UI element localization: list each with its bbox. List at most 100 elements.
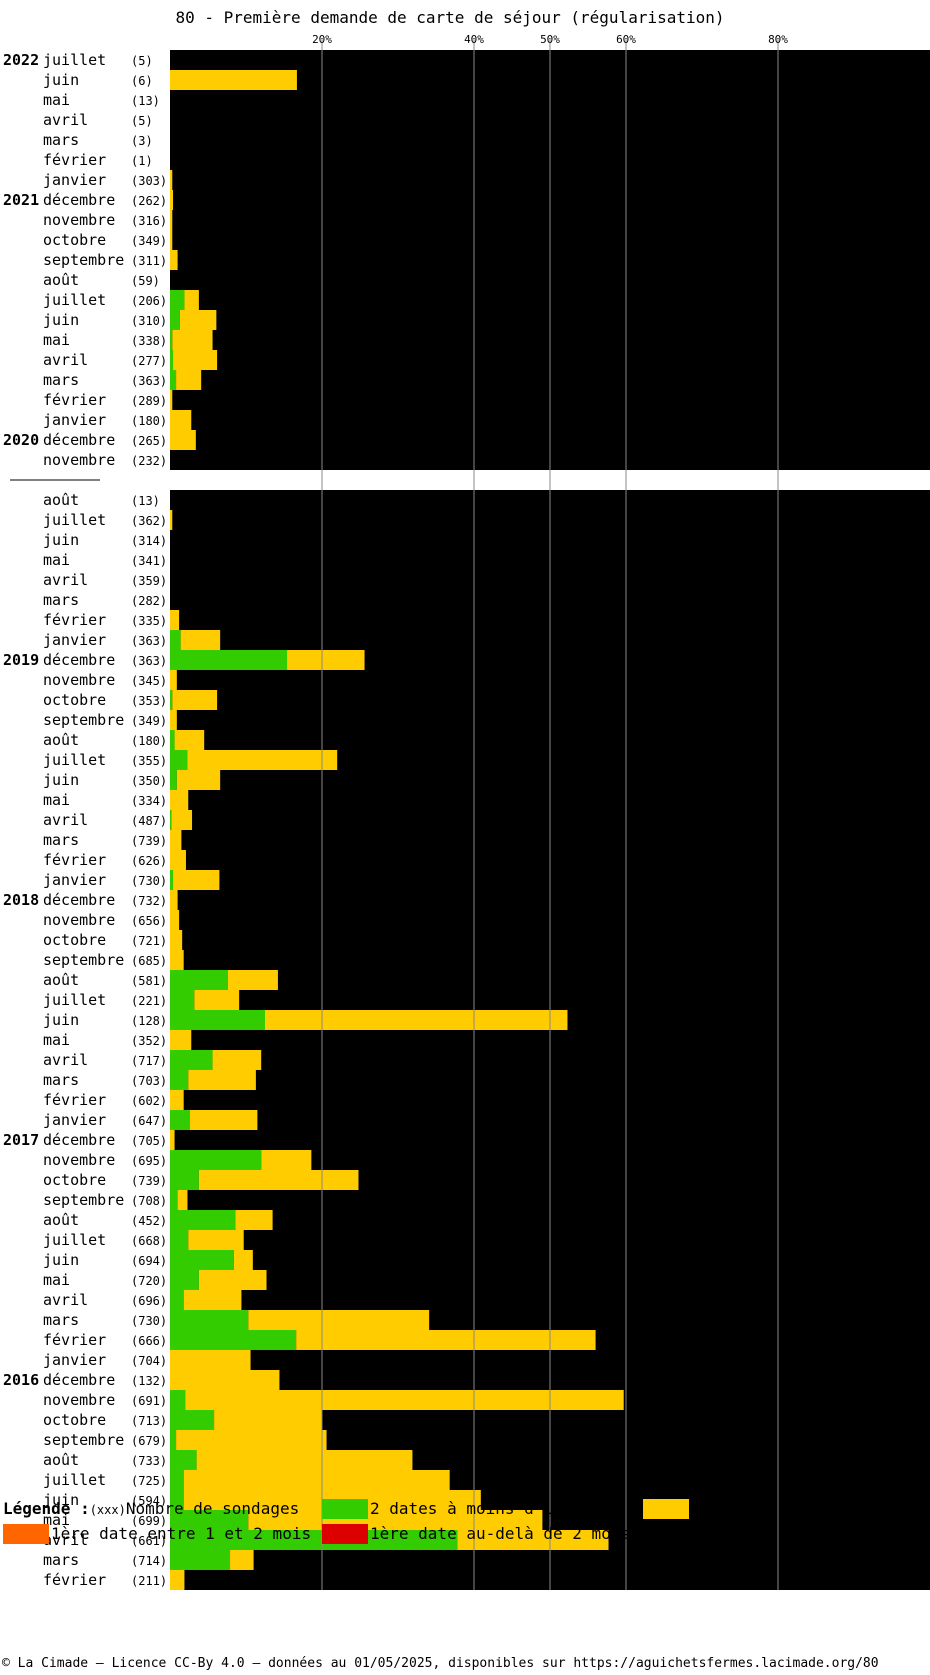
bar-green [170,1550,231,1570]
count-label: (720) [131,1274,167,1288]
bar-yellow [170,670,177,690]
year-label: 2019 [3,651,39,669]
bar-yellow [176,770,221,790]
bar-green [170,1390,186,1410]
count-label: (334) [131,794,167,808]
month-label: novembre [43,1151,115,1169]
count-label: (232) [131,454,167,468]
count-label: (703) [131,1074,167,1088]
bar-yellow [265,1010,568,1030]
bar-yellow [235,1210,273,1230]
bar-yellow [173,350,218,370]
bar-green [170,810,172,830]
count-label: (338) [131,334,167,348]
count-label: (289) [131,394,167,408]
month-label: janvier [43,1351,106,1369]
month-label: décembre [43,1131,115,1149]
legend-label-black: pas de date disponible [692,1524,904,1543]
month-label: septembre [43,711,124,729]
count-label: (705) [131,1134,167,1148]
count-label: (695) [131,1154,167,1168]
bar-yellow [248,1310,430,1330]
count-label: (341) [131,554,167,568]
count-label: (206) [131,294,167,308]
year-label: 2021 [3,191,39,209]
month-label: septembre [43,251,124,269]
bar-green [170,690,173,710]
month-label: août [43,1211,79,1229]
count-label: (626) [131,854,167,868]
month-label: mai [43,91,70,109]
legend-title: Légende : [3,1499,90,1518]
bar-green [170,1190,178,1210]
bar-yellow [212,1050,262,1070]
legend-swatch-orange [3,1524,49,1544]
bar-yellow [188,1070,256,1090]
count-label: (352) [131,1034,167,1048]
month-label: août [43,1451,79,1469]
month-label: mars [43,131,79,149]
year-label: 2020 [3,431,39,449]
x-tick-label: 20% [312,33,332,46]
bar-yellow [183,1470,450,1490]
month-label: décembre [43,651,115,669]
footer: © La Cimade — Licence CC-By 4.0 — donnée… [2,1656,879,1671]
legend-label-orange: 1ère date entre 1 et 2 mois [51,1524,312,1543]
bar-green [170,1410,215,1430]
count-label: (6) [131,74,153,88]
month-label: mars [43,831,79,849]
month-label: juillet [43,991,106,1009]
count-label: (452) [131,1214,167,1228]
month-label: juillet [43,1231,106,1249]
bar-green [170,310,180,330]
year-label: 2017 [3,1131,39,1149]
month-label: février [43,851,106,869]
count-label: (733) [131,1454,167,1468]
bar-yellow [176,370,202,390]
bar-yellow [170,1090,184,1110]
month-label: décembre [43,191,115,209]
count-label: (713) [131,1414,167,1428]
bar-green [170,290,185,310]
month-label: août [43,491,79,509]
count-label: (311) [131,254,167,268]
bar-green [170,1490,184,1510]
month-label: septembre [43,951,124,969]
count-label: (353) [131,694,167,708]
bar-yellow [227,970,278,990]
legend-swatch-black [643,1524,689,1544]
month-label: mai [43,1031,70,1049]
count-label: (13) [131,94,160,108]
count-label: (725) [131,1474,167,1488]
x-tick-label: 50% [540,33,560,46]
bar-green [170,1510,249,1530]
bar-yellow [170,850,186,870]
count-label: (730) [131,1314,167,1328]
month-label: décembre [43,431,115,449]
bar-yellow [189,1110,258,1130]
month-label: avril [43,571,88,589]
count-label: (303) [131,174,167,188]
legend-swatch-green [322,1499,368,1519]
count-label: (221) [131,994,167,1008]
count-label: (316) [131,214,167,228]
count-label: (5) [131,114,153,128]
month-label: novembre [43,671,115,689]
bar-yellow [172,690,218,710]
count-label: (349) [131,714,167,728]
bar-green [170,1450,197,1470]
legend-count-prefix: (xxx) [89,1503,126,1517]
bar-yellow [198,1170,359,1190]
month-label: novembre [43,1391,115,1409]
month-label: juin [43,1251,79,1269]
bar-green [170,1430,177,1450]
count-label: (487) [131,814,167,828]
month-label: juin [43,71,79,89]
count-label: (363) [131,634,167,648]
count-label: (350) [131,774,167,788]
count-label: (717) [131,1054,167,1068]
bar-green [170,1050,213,1070]
count-label: (359) [131,574,167,588]
count-label: (679) [131,1434,167,1448]
bar-green [170,1110,190,1130]
